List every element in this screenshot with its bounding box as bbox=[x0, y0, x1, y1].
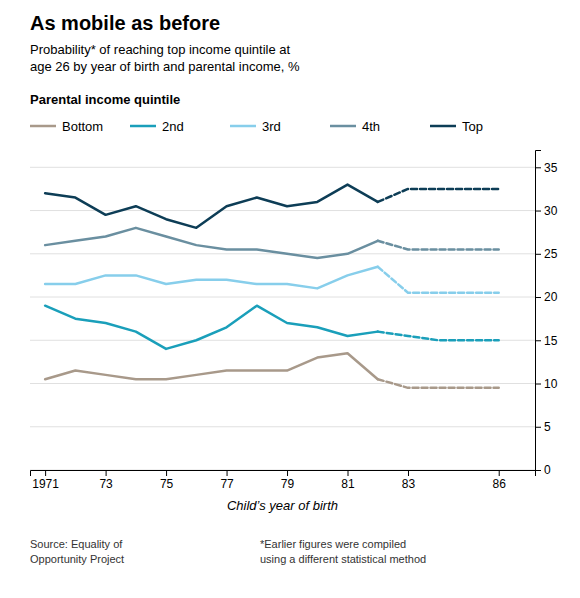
x-tick-mark bbox=[166, 470, 167, 476]
x-tick-label: 1971 bbox=[32, 477, 59, 491]
x-tick: 77 bbox=[220, 470, 234, 491]
y-tick-mark bbox=[535, 384, 541, 385]
x-axis-line bbox=[31, 471, 536, 477]
y-tick-mark bbox=[535, 470, 541, 471]
x-tick: 86 bbox=[493, 470, 507, 491]
x-tick: 81 bbox=[341, 470, 355, 491]
x-tick: 79 bbox=[281, 470, 295, 491]
legend-label: 4th bbox=[362, 119, 380, 134]
grid-line bbox=[30, 297, 535, 298]
legend-item: 4th bbox=[330, 119, 380, 134]
x-axis: 1971 73 75 77 79 81 83 86 bbox=[31, 470, 536, 491]
text-line: *Earlier figures were compiled bbox=[260, 538, 406, 550]
grid-line bbox=[30, 383, 535, 384]
legend-label: Bottom bbox=[62, 119, 103, 134]
chart: As mobile as before Probability* of reach… bbox=[0, 0, 580, 598]
y-tick-label: 25 bbox=[544, 247, 558, 261]
text-line: Opportunity Project bbox=[30, 553, 124, 565]
x-tick-label: 86 bbox=[493, 477, 507, 491]
x-tick-mark bbox=[227, 470, 228, 476]
legend-swatch bbox=[230, 125, 256, 128]
grid-line bbox=[30, 426, 535, 427]
x-tick-mark bbox=[348, 470, 349, 476]
y-tick: 25 bbox=[535, 247, 558, 261]
y-tick: 20 bbox=[535, 290, 558, 304]
series-line bbox=[378, 332, 499, 341]
text-line: Probability* of reaching top income quin… bbox=[30, 42, 291, 57]
annotation: Source: Equality of Opportunity Project bbox=[30, 538, 124, 565]
y-tick: 5 bbox=[535, 420, 551, 434]
x-tick-label: 73 bbox=[99, 477, 113, 491]
y-tick-label: 0 bbox=[544, 463, 551, 477]
y-tick-mark bbox=[535, 297, 541, 298]
legend-label: Top bbox=[462, 119, 483, 134]
title: As mobile as before bbox=[30, 12, 220, 34]
y-tick-mark bbox=[535, 167, 541, 168]
y-tick-label: 35 bbox=[544, 161, 558, 175]
y-tick-label: 5 bbox=[544, 420, 551, 434]
text-line: age 26 by year of birth and parental inc… bbox=[30, 59, 300, 74]
series-line bbox=[45, 353, 378, 379]
annotation: *Earlier figures were compiled using a di… bbox=[260, 538, 426, 565]
series-line bbox=[378, 189, 499, 202]
x-tick-label: 79 bbox=[281, 477, 295, 491]
grid-line bbox=[30, 167, 535, 168]
y-tick-mark bbox=[535, 340, 541, 341]
y-tick: 15 bbox=[535, 334, 558, 348]
y-tick: 35 bbox=[535, 161, 558, 175]
subtitle: Probability* of reaching top income quin… bbox=[30, 42, 300, 74]
x-tick-mark bbox=[45, 470, 46, 476]
series-line bbox=[378, 379, 499, 388]
legend-swatch bbox=[30, 125, 56, 128]
series-line bbox=[45, 306, 378, 349]
y-axis-line bbox=[536, 151, 542, 471]
y-tick-label: 10 bbox=[544, 377, 558, 391]
y-tick: 10 bbox=[535, 377, 558, 391]
y-tick-mark bbox=[535, 211, 541, 212]
lines bbox=[45, 185, 499, 388]
series-line bbox=[45, 185, 378, 228]
text-line: Source: Equality of bbox=[30, 538, 123, 550]
x-axis-title: Child’s year of birth bbox=[227, 498, 338, 513]
legend: Parental income quintile Bottom 2nd 3rd 4th T… bbox=[30, 92, 483, 134]
grid-line bbox=[30, 210, 535, 211]
x-tick-mark bbox=[106, 470, 107, 476]
legend-item: Top bbox=[430, 119, 483, 134]
y-tick: 0 bbox=[535, 463, 551, 477]
plot: 1971 73 75 77 79 81 83 86 0 5 10 15 20 25 30 35 bbox=[30, 151, 558, 491]
x-tick-mark bbox=[287, 470, 288, 476]
series-line bbox=[45, 228, 378, 258]
x-tick-label: 77 bbox=[220, 477, 234, 491]
y-tick: 30 bbox=[535, 204, 558, 218]
x-tick-label: 75 bbox=[160, 477, 174, 491]
x-tick-label: 83 bbox=[402, 477, 416, 491]
series-line bbox=[378, 241, 499, 250]
x-tick: 75 bbox=[160, 470, 174, 491]
y-tick-mark bbox=[535, 427, 541, 428]
legend-item: 3rd bbox=[230, 119, 281, 134]
legend-label: 2nd bbox=[162, 119, 184, 134]
text-line: using a different statistical method bbox=[260, 553, 426, 565]
legend-swatch bbox=[330, 125, 356, 128]
x-tick: 1971 bbox=[32, 470, 59, 491]
legend-item: 2nd bbox=[130, 119, 184, 134]
x-tick-label: 81 bbox=[341, 477, 355, 491]
y-tick-label: 15 bbox=[544, 334, 558, 348]
legend-item: Bottom bbox=[30, 119, 103, 134]
legend-title: Parental income quintile bbox=[30, 92, 180, 107]
series-line bbox=[378, 267, 499, 293]
x-tick-mark bbox=[499, 470, 500, 476]
x-tick: 83 bbox=[402, 470, 416, 491]
series-line bbox=[45, 267, 378, 289]
y-axis: 0 5 10 15 20 25 30 35 bbox=[535, 151, 558, 478]
grid bbox=[30, 167, 535, 470]
x-tick-mark bbox=[408, 470, 409, 476]
y-tick-label: 30 bbox=[544, 204, 558, 218]
x-tick: 73 bbox=[99, 470, 113, 491]
legend-swatch bbox=[430, 125, 456, 128]
y-tick-mark bbox=[535, 254, 541, 255]
legend-label: 3rd bbox=[262, 119, 281, 134]
legend-swatch bbox=[130, 125, 156, 128]
y-tick-label: 20 bbox=[544, 290, 558, 304]
